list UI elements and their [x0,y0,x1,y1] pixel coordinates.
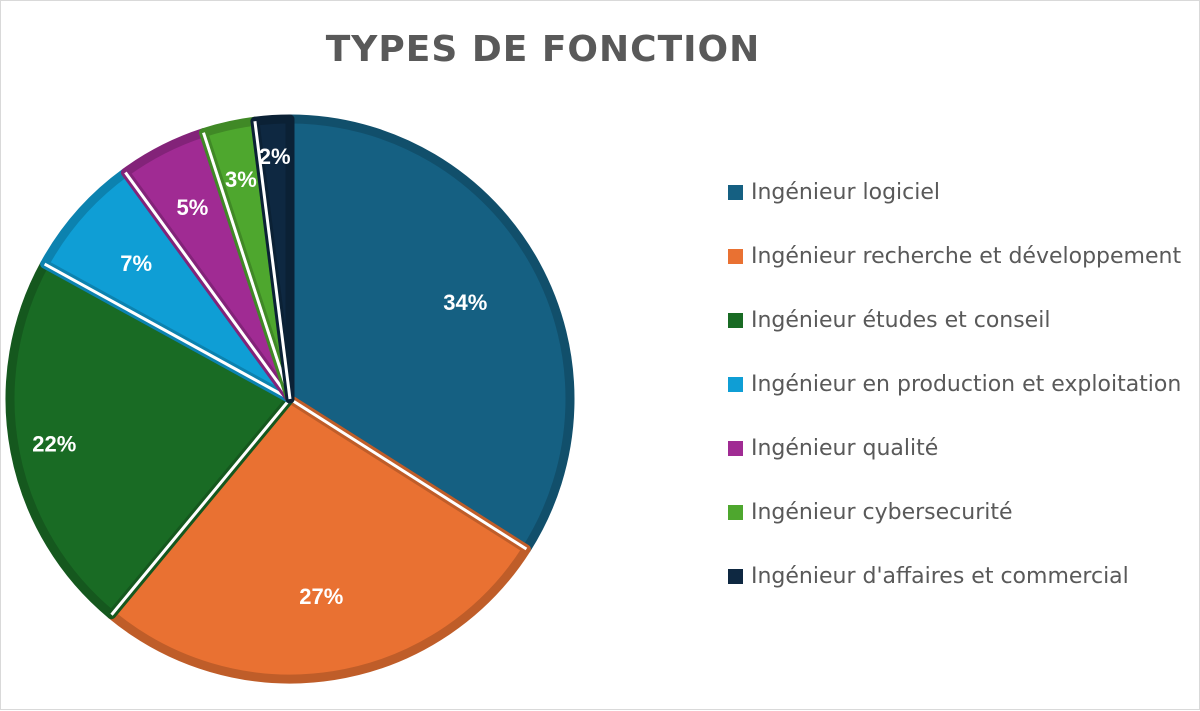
legend-label: Ingénieur études et conseil [751,307,1051,333]
slice-separator [253,121,292,400]
legend-label: Ingénieur en production et exploitation [751,371,1182,397]
legend: Ingénieur logiciel Ingénieur recherche et… [728,173,1181,621]
legend-swatch [728,568,743,584]
legend-label: Ingénieur recherche et développement [751,243,1182,269]
legend-label: Ingénieur qualité [751,435,939,461]
legend-swatch [728,312,743,328]
slice-separator [202,132,292,400]
slice-data-label: 2% [259,144,291,169]
slice-data-label: 3% [225,167,257,192]
legend-item: Ingénieur études et conseil [728,301,1181,339]
legend-label: Ingénieur d'affaires et commercial [751,563,1129,589]
slice-data-label: 7% [120,251,152,276]
legend-swatch [728,248,743,264]
slice-separator [289,397,528,551]
legend-item: Ingénieur recherche et développement [728,237,1181,275]
legend-swatch [728,504,743,520]
legend-swatch [728,440,743,456]
legend-item: Ingénieur en production et exploitation [728,365,1181,403]
legend-item: Ingénieur d'affaires et commercial [728,557,1181,595]
slice-data-label: 5% [177,195,209,220]
pie-slice [107,394,531,684]
slice-separator [43,262,291,401]
legend-item: Ingénieur cybersecurité [728,493,1181,531]
legend-swatch [728,376,743,392]
slice-data-label: 22% [32,432,76,457]
slice-data-label: 34% [443,290,487,315]
legend-swatch [728,184,743,200]
chart-title: TYPES DE FONCTION [325,29,761,70]
legend-item: Ingénieur qualité [728,429,1181,467]
slice-separator [124,171,292,400]
legend-label: Ingénieur logiciel [751,179,941,205]
pie-slice [5,259,295,620]
slice-data-label: 27% [299,584,343,609]
slice-separator [110,398,292,616]
legend-item: Ingénieur logiciel [728,173,1181,211]
legend-label: Ingénieur cybersecurité [751,499,1013,525]
